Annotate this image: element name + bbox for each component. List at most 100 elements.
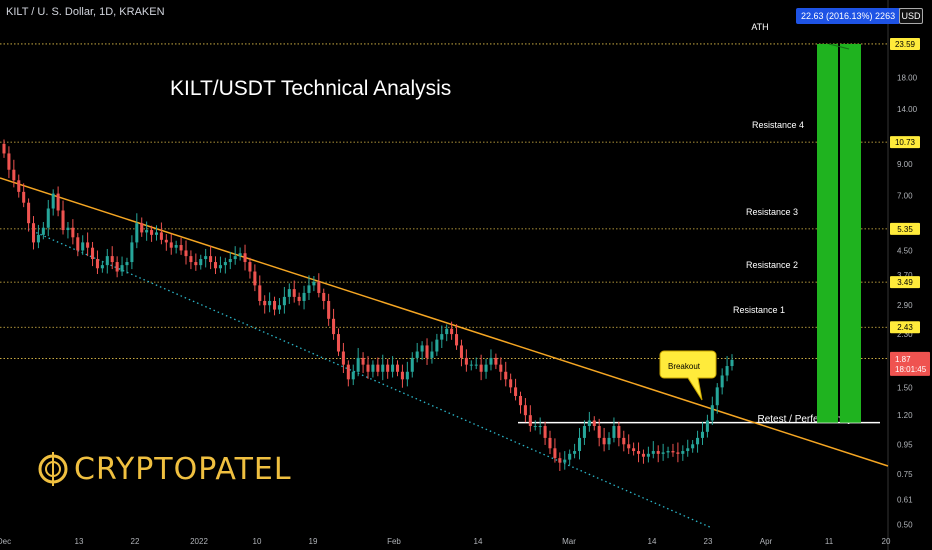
candle-body [386, 364, 390, 372]
price-tick: 0.50 [897, 520, 913, 529]
candle-body [86, 242, 90, 248]
time-axis: Dec 13 22 2022 10 19 Feb 14 Mar 14 23 Apr 11 20 [0, 537, 891, 546]
candle-body [469, 364, 473, 366]
candle-body [450, 328, 454, 335]
level-label: Resistance 1 [733, 305, 785, 315]
candle-body [597, 426, 601, 438]
candle-body [563, 459, 567, 463]
candle-body [666, 451, 670, 453]
candle-body [425, 345, 429, 358]
candle-body [686, 448, 690, 452]
candle-body [582, 426, 586, 438]
target-bar [817, 43, 838, 423]
price-tag-label: 2.43 [897, 323, 913, 332]
candle-body [464, 357, 468, 365]
candle-body [430, 351, 434, 358]
candle-body [150, 230, 154, 235]
candle-body [479, 364, 483, 372]
candle-body [22, 191, 26, 203]
time-tick: 20 [882, 537, 891, 546]
candle-body [445, 328, 449, 335]
level-label: ATH [751, 22, 768, 32]
candle-body [489, 357, 493, 365]
candle-body [641, 453, 645, 457]
candle-body [715, 387, 719, 406]
candle-body [194, 262, 198, 266]
candle-body [159, 232, 163, 240]
candle-body [509, 379, 513, 388]
time-tick: Feb [387, 537, 401, 546]
candle-body [169, 242, 173, 248]
candle-body [395, 364, 400, 372]
candle-body [410, 357, 414, 372]
candle-body [66, 227, 70, 231]
candle-body [31, 223, 36, 243]
candle-body [499, 364, 503, 372]
currency-button[interactable]: USD [899, 8, 923, 24]
price-tick: 4.50 [897, 246, 913, 255]
candle-body [277, 305, 281, 310]
candle-body [705, 420, 709, 432]
candle-body [440, 334, 444, 340]
candle-body [725, 366, 729, 376]
candle-body [189, 256, 193, 263]
candle-body [696, 437, 700, 445]
candle-body [184, 250, 188, 257]
callout-bubble [659, 350, 717, 401]
candle-body [646, 453, 650, 457]
candle-body [17, 180, 21, 192]
candle-body [671, 451, 675, 453]
callout-text: Breakout [668, 362, 701, 371]
candle-body [538, 426, 542, 428]
candle-body [381, 364, 385, 372]
price-tick: 0.75 [897, 470, 913, 479]
candle-body [110, 256, 114, 263]
chart-title: KILT/USDT Technical Analysis [170, 77, 452, 100]
candle-body [140, 223, 144, 233]
price-tick: 2.30 [897, 330, 913, 339]
candle-body [213, 262, 218, 269]
candle-body [720, 375, 724, 388]
price-tick: 3.70 [897, 271, 913, 280]
candle-body [602, 437, 606, 445]
candle-body [651, 451, 655, 454]
candle-body [233, 256, 237, 260]
candle-body [145, 230, 149, 233]
candle-body [637, 451, 641, 454]
channel-support-line [27, 228, 713, 529]
candle-body [253, 271, 257, 286]
candle-body [700, 431, 705, 438]
time-tick: Apr [760, 537, 773, 546]
candle-body [553, 448, 557, 459]
candle-body [592, 420, 596, 427]
candle-body [361, 357, 365, 365]
time-tick: Dec [0, 537, 11, 546]
level-label: Resistance 4 [752, 120, 804, 130]
time-tick: Mar [562, 537, 576, 546]
candle-body [91, 247, 95, 260]
candle-body [71, 227, 75, 238]
candle-body [494, 357, 498, 365]
candle-body [607, 437, 611, 445]
time-tick: 22 [131, 537, 140, 546]
level-label: Retest / Perfect Entry [757, 414, 852, 425]
candle-body [302, 292, 306, 301]
candle-body [730, 359, 734, 367]
candle-body [484, 364, 488, 372]
candle-body [558, 458, 562, 463]
price-tick: 0.61 [897, 496, 913, 505]
candle-body [12, 169, 16, 181]
cryptopatel-logo: CRYPTOPATEL [38, 450, 292, 488]
time-tick: 23 [704, 537, 713, 546]
candle-body [243, 253, 247, 263]
price-tag-label: 23.59 [895, 40, 916, 49]
candle-body [336, 334, 341, 352]
symbol-title[interactable]: KILT / U. S. Dollar, 1D, KRAKEN [6, 6, 165, 18]
candle-body [154, 232, 159, 235]
candle-body [568, 453, 572, 460]
candle-body [632, 448, 636, 452]
candle-body [514, 387, 518, 396]
candle-body [2, 143, 6, 154]
candle-body [459, 345, 463, 358]
